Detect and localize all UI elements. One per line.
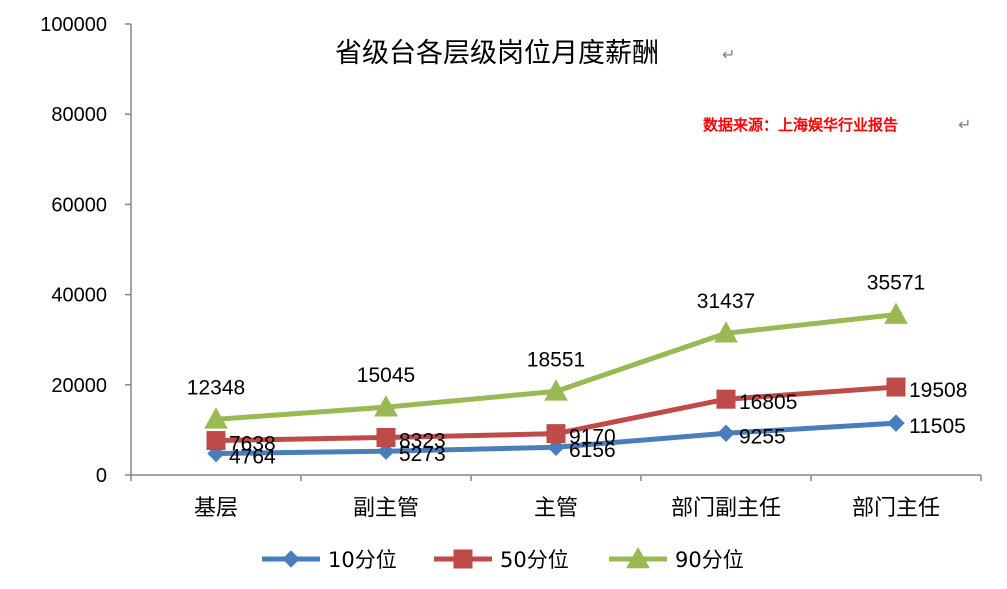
y-tick-label: 20000 xyxy=(51,375,107,397)
triangle-point xyxy=(204,407,228,429)
chart-title: 省级台各层级岗位月度薪酬 xyxy=(335,38,659,69)
y-tick-label: 40000 xyxy=(51,285,107,307)
diamond-point xyxy=(547,438,565,456)
data-label: 5273 xyxy=(399,443,446,466)
return-mark-icon: ↵ xyxy=(958,115,971,134)
triangle-point xyxy=(544,379,568,401)
square-point xyxy=(546,424,566,444)
data-label: 19508 xyxy=(909,379,967,402)
square-point xyxy=(886,377,906,397)
data-label: 9255 xyxy=(739,425,786,448)
y-tick-label: 80000 xyxy=(51,104,107,126)
diamond-point xyxy=(717,424,735,442)
diamond-point xyxy=(887,414,905,432)
y-tick-label: 0 xyxy=(96,465,107,487)
data-label: 9170 xyxy=(569,426,616,449)
data-labels: 4764 5273 6156 9255 11505 7638 8323 9170 16805 19… xyxy=(187,272,968,469)
data-label: 12348 xyxy=(187,376,245,399)
x-tick-label: 主管 xyxy=(534,496,578,521)
data-label: 7638 xyxy=(229,433,276,456)
square-point xyxy=(206,431,226,451)
x-tick-label: 部门主任 xyxy=(852,496,940,521)
data-label: 4764 xyxy=(229,446,276,469)
triangle-point xyxy=(884,302,908,324)
return-mark-icon: ↵ xyxy=(722,45,735,64)
data-label: 11505 xyxy=(909,415,966,438)
legend-label: 10分位 xyxy=(328,548,397,572)
data-label: 8323 xyxy=(399,429,446,452)
legend: 10分位 50分位 90分位 xyxy=(262,546,744,572)
legend-diamond-marker xyxy=(282,550,300,568)
legend-label: 50分位 xyxy=(500,548,569,572)
source-note: 数据来源：上海娱华行业报告 xyxy=(703,116,898,134)
x-tick-label: 副主管 xyxy=(353,496,419,521)
legend-triangle-marker xyxy=(626,546,650,569)
square-point xyxy=(716,389,736,409)
data-label: 16805 xyxy=(739,391,797,414)
x-tick-label: 基层 xyxy=(194,496,238,521)
x-tick-label: 部门副主任 xyxy=(671,496,781,521)
data-label: 35571 xyxy=(867,272,925,295)
legend-label: 90分位 xyxy=(675,548,744,572)
data-label: 31437 xyxy=(697,290,755,313)
series-layer xyxy=(204,302,908,463)
data-label: 6156 xyxy=(569,439,616,462)
legend-square-marker xyxy=(453,549,473,569)
square-point xyxy=(376,427,396,447)
data-label: 18551 xyxy=(527,348,585,371)
y-tick-label: 100000 xyxy=(40,14,107,36)
axes: 0 20000 40000 60000 80000 100000 基层 副主管 主管 部门副主任 部… xyxy=(40,14,982,521)
y-tick-label: 60000 xyxy=(51,194,107,216)
data-label: 15045 xyxy=(357,364,415,387)
triangle-point xyxy=(714,321,738,343)
diamond-point xyxy=(377,442,395,460)
triangle-point xyxy=(374,395,398,417)
